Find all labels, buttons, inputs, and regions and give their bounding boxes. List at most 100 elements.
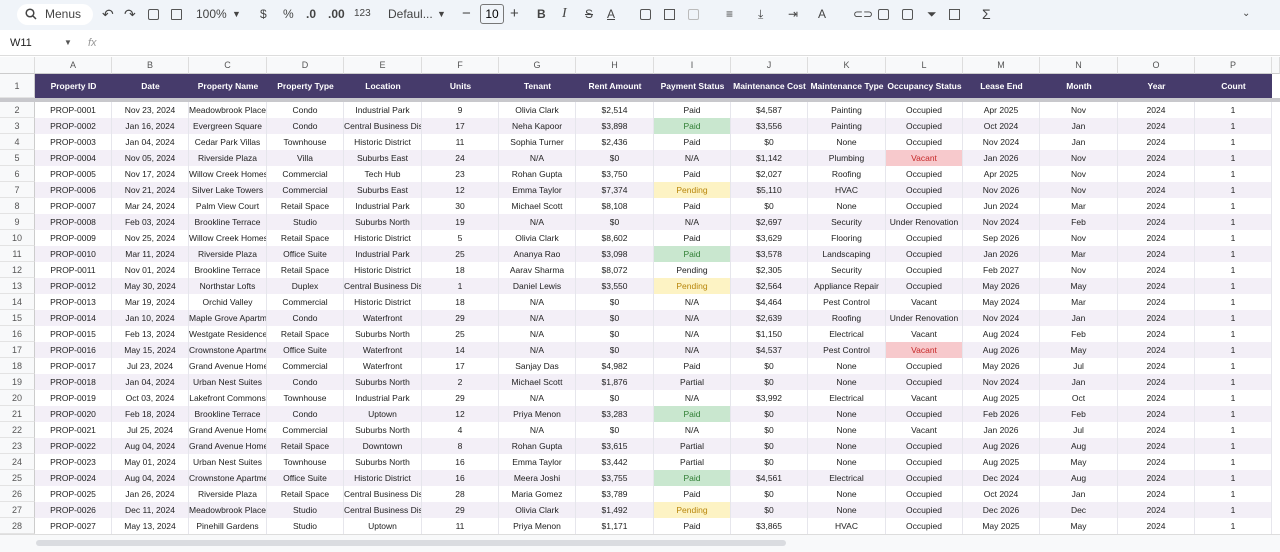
column-letter[interactable]: K <box>808 57 886 74</box>
cell[interactable]: Sep 2026 <box>963 230 1040 246</box>
cell[interactable]: 14 <box>422 342 499 358</box>
cell[interactable]: 2024 <box>1118 518 1195 534</box>
cell[interactable]: $3,442 <box>576 454 654 470</box>
font-size-increase[interactable]: + <box>510 5 519 22</box>
cell[interactable]: Maple Grove Apartments <box>189 310 267 326</box>
cell[interactable]: Feb 2026 <box>963 406 1040 422</box>
bold[interactable]: B <box>537 7 546 21</box>
cell[interactable]: 1 <box>1195 390 1272 406</box>
cell[interactable]: 2024 <box>1118 118 1195 134</box>
column-letter[interactable]: G <box>499 57 576 74</box>
cell[interactable]: $1,492 <box>576 502 654 518</box>
cell[interactable]: Dec 2026 <box>963 502 1040 518</box>
cell[interactable]: Nov <box>1040 150 1118 166</box>
cell[interactable]: 2024 <box>1118 406 1195 422</box>
cell[interactable]: Paid <box>654 198 731 214</box>
cell[interactable]: Partial <box>654 438 731 454</box>
cell[interactable]: 1 <box>1195 438 1272 454</box>
cell[interactable]: Urban Nest Suites <box>189 454 267 470</box>
cell[interactable]: Industrial Park <box>344 390 422 406</box>
cell[interactable]: 1 <box>1195 422 1272 438</box>
cell[interactable]: 2024 <box>1118 150 1195 166</box>
cell[interactable]: Industrial Park <box>344 198 422 214</box>
cell[interactable]: Occupied <box>886 182 963 198</box>
cell[interactable]: Retail Space <box>267 326 344 342</box>
cell[interactable]: Michael Scott <box>499 198 576 214</box>
cell[interactable]: Lakefront Commons <box>189 390 267 406</box>
cell[interactable]: $2,027 <box>731 166 808 182</box>
cell[interactable]: Orchid Valley <box>189 294 267 310</box>
cell[interactable]: Townhouse <box>267 134 344 150</box>
cell[interactable]: Crownstone Apartments <box>189 470 267 486</box>
cell[interactable]: 1 <box>1195 310 1272 326</box>
cell[interactable]: Condo <box>267 406 344 422</box>
cell[interactable]: HVAC <box>808 518 886 534</box>
cell[interactable]: $2,564 <box>731 278 808 294</box>
cell[interactable]: May 13, 2024 <box>112 518 189 534</box>
cell[interactable]: Maria Gomez <box>499 486 576 502</box>
column-letter[interactable]: J <box>731 57 808 74</box>
column-header[interactable]: Date <box>141 81 160 91</box>
cell[interactable]: N/A <box>654 294 731 310</box>
cell[interactable]: $1,142 <box>731 150 808 166</box>
filter-views[interactable] <box>949 9 960 20</box>
cell[interactable]: 1 <box>1195 182 1272 198</box>
cell[interactable]: Commercial <box>267 166 344 182</box>
cell[interactable]: Roofing <box>808 166 886 182</box>
cell[interactable]: Willow Creek Homes <box>189 230 267 246</box>
cell[interactable]: Nov 2024 <box>963 214 1040 230</box>
cell[interactable]: Jan <box>1040 486 1118 502</box>
cell[interactable]: Condo <box>267 310 344 326</box>
cell[interactable]: Occupied <box>886 358 963 374</box>
cell[interactable]: Studio <box>267 518 344 534</box>
cell[interactable]: Nov 2024 <box>963 134 1040 150</box>
cell[interactable]: Paid <box>654 518 731 534</box>
cell[interactable]: Studio <box>267 214 344 230</box>
cell[interactable]: PROP-0023 <box>35 454 112 470</box>
redo[interactable]: ↷ <box>124 6 136 22</box>
cell[interactable]: 12 <box>422 182 499 198</box>
cell[interactable]: May 30, 2024 <box>112 278 189 294</box>
cell[interactable]: PROP-0020 <box>35 406 112 422</box>
cell[interactable]: $0 <box>731 422 808 438</box>
cell[interactable]: Jan 2026 <box>963 150 1040 166</box>
cell[interactable]: Under Renovation <box>886 214 963 230</box>
cell[interactable]: PROP-0027 <box>35 518 112 534</box>
cell[interactable]: Jul <box>1040 358 1118 374</box>
column-letter[interactable]: E <box>344 57 422 74</box>
cell[interactable]: Mar <box>1040 198 1118 214</box>
cell[interactable]: None <box>808 134 886 150</box>
row-number[interactable]: 22 <box>0 422 35 438</box>
cell[interactable]: Occupied <box>886 198 963 214</box>
search-label[interactable]: Menus <box>45 7 82 21</box>
cell[interactable]: Occupied <box>886 246 963 262</box>
filter[interactable]: ⏷ <box>927 7 937 21</box>
cell[interactable]: $3,556 <box>731 118 808 134</box>
cell[interactable]: Vacant <box>886 150 963 166</box>
cell[interactable]: 1 <box>1195 294 1272 310</box>
column-header[interactable]: Count <box>1221 81 1246 91</box>
cell[interactable]: 18 <box>422 262 499 278</box>
cell[interactable]: N/A <box>499 214 576 230</box>
cell[interactable]: 2024 <box>1118 182 1195 198</box>
column-header[interactable]: Location <box>365 81 401 91</box>
cell[interactable]: Jan <box>1040 134 1118 150</box>
cell[interactable]: Riverside Plaza <box>189 486 267 502</box>
cell[interactable]: Jul <box>1040 422 1118 438</box>
cell[interactable]: Uptown <box>344 406 422 422</box>
wrap[interactable]: ⇥ <box>788 7 799 21</box>
cell[interactable]: $3,615 <box>576 438 654 454</box>
cell[interactable]: 11 <box>422 134 499 150</box>
cell[interactable]: PROP-0017 <box>35 358 112 374</box>
cell[interactable]: $3,098 <box>576 246 654 262</box>
cell[interactable]: Jul 23, 2024 <box>112 358 189 374</box>
column-header[interactable]: Lease End <box>980 81 1023 91</box>
cell[interactable]: 2024 <box>1118 230 1195 246</box>
cell[interactable]: 9 <box>422 102 499 118</box>
scroll-thumb[interactable] <box>36 540 786 546</box>
cell[interactable]: May 2026 <box>963 278 1040 294</box>
cell[interactable]: Aarav Sharma <box>499 262 576 278</box>
cell[interactable]: N/A <box>654 422 731 438</box>
cell[interactable]: May 01, 2024 <box>112 454 189 470</box>
cell[interactable]: Westgate Residences <box>189 326 267 342</box>
